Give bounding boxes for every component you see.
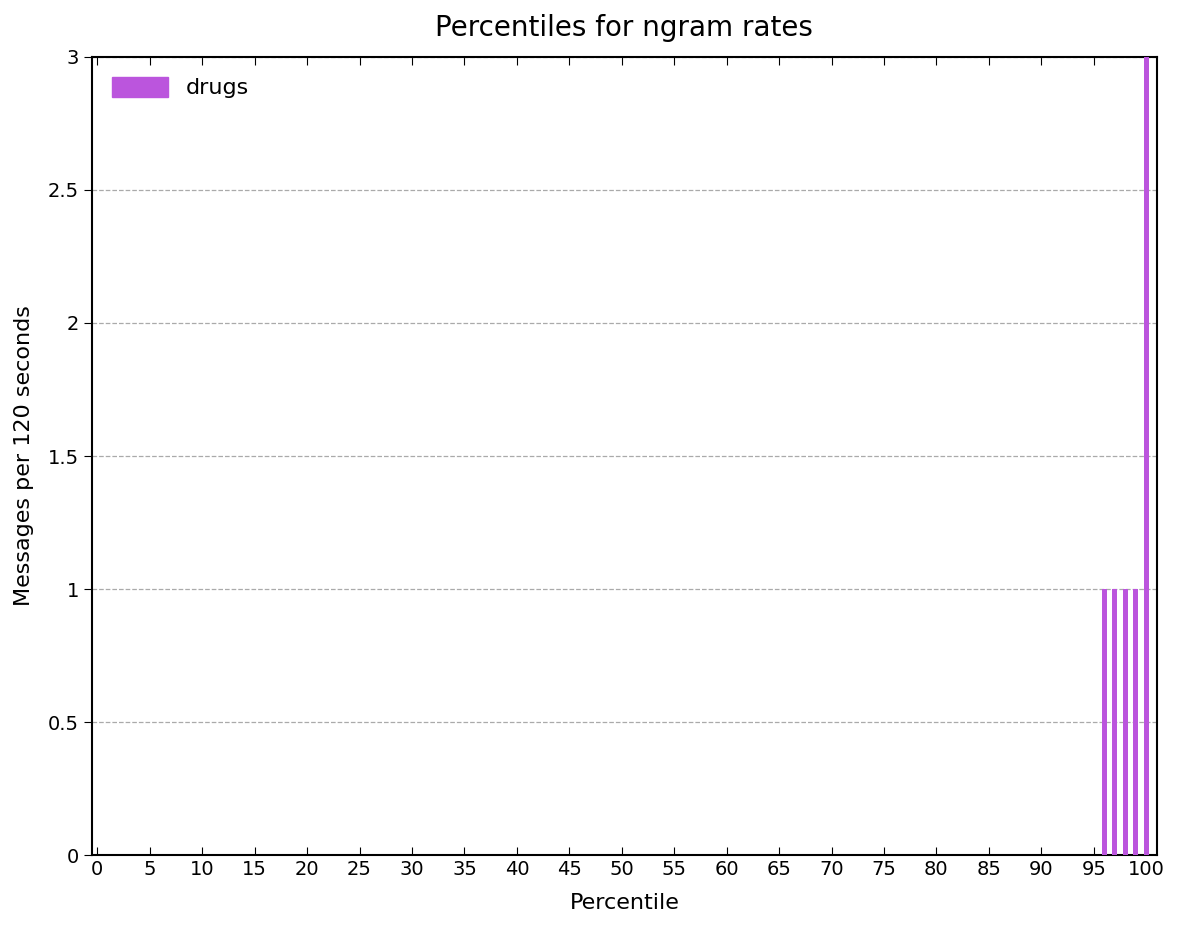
Bar bbox=[1122, 590, 1128, 856]
Bar bbox=[1102, 590, 1107, 856]
X-axis label: Percentile: Percentile bbox=[570, 893, 680, 913]
Bar bbox=[1143, 57, 1149, 856]
Y-axis label: Messages per 120 seconds: Messages per 120 seconds bbox=[14, 306, 34, 606]
Bar bbox=[1112, 590, 1117, 856]
Legend: drugs: drugs bbox=[103, 68, 257, 108]
Bar bbox=[1133, 590, 1139, 856]
Title: Percentiles for ngram rates: Percentiles for ngram rates bbox=[435, 14, 813, 42]
